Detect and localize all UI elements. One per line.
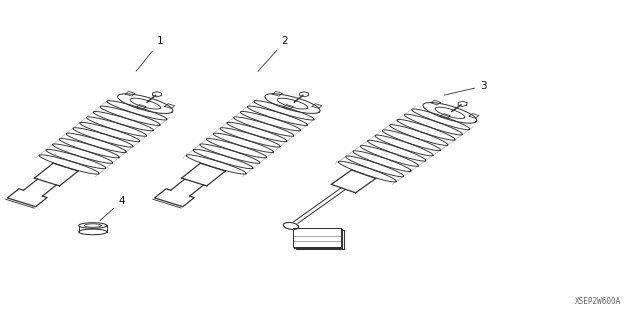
FancyBboxPatch shape	[294, 229, 342, 248]
FancyBboxPatch shape	[296, 230, 344, 249]
FancyBboxPatch shape	[293, 228, 340, 247]
Text: 1: 1	[136, 36, 163, 71]
Text: XSEP2W600A: XSEP2W600A	[575, 297, 621, 306]
Text: 4: 4	[100, 196, 125, 220]
Text: 2: 2	[258, 36, 288, 71]
Text: 3: 3	[444, 81, 486, 95]
